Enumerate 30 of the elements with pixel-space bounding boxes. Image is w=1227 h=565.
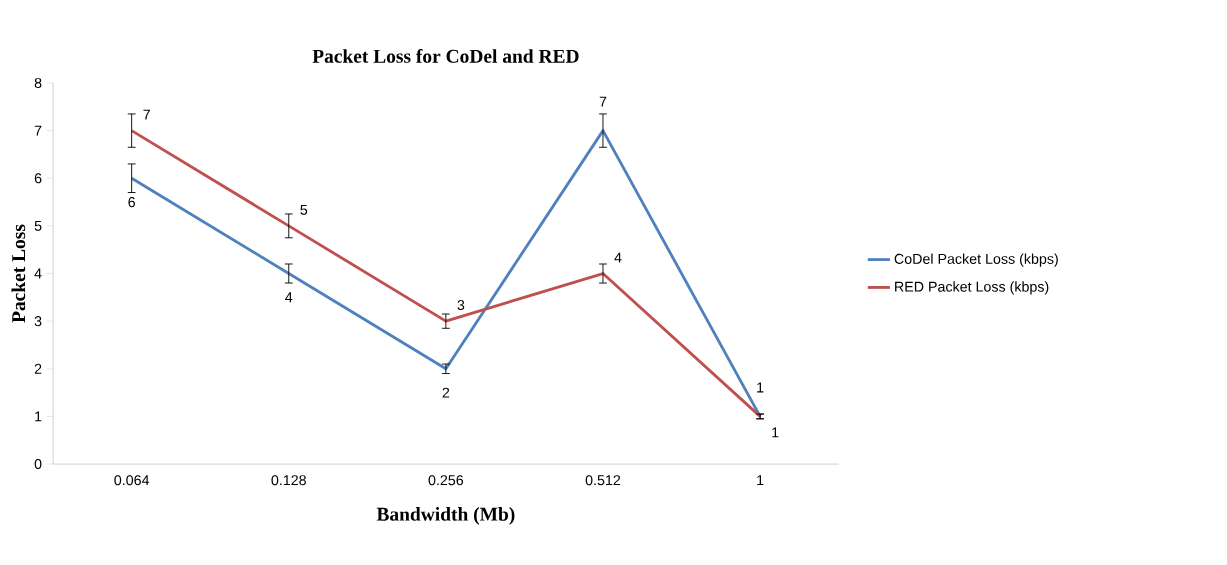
- y-tick-label: 3: [34, 316, 42, 327]
- legend-label: RED Packet Loss (kbps): [895, 281, 1049, 295]
- data-label: 2: [442, 387, 450, 398]
- legend-label: CoDel Packet Loss (kbps): [894, 253, 1058, 267]
- y-tick-label: 4: [34, 268, 42, 279]
- y-tick-label: 2: [34, 363, 42, 374]
- x-tick-label: 0.128: [271, 475, 306, 486]
- data-label: 7: [599, 96, 607, 107]
- y-tick-label: 0: [34, 458, 42, 470]
- x-tick-label: 0.064: [114, 475, 150, 486]
- y-tick-label: 7: [34, 125, 42, 136]
- x-axis-title: Bandwidth (Mb): [376, 507, 515, 525]
- line-series: [130, 129, 762, 418]
- x-tick-label: 0.512: [585, 475, 621, 486]
- data-label: 1: [757, 382, 764, 393]
- y-tick-label: 5: [34, 220, 42, 231]
- x-tick-label: 1: [757, 475, 764, 485]
- data-label: 5: [300, 204, 308, 215]
- y-axis-title: Packet Loss: [11, 224, 26, 323]
- y-tick-label: 1: [35, 411, 42, 422]
- data-label: 1: [772, 427, 779, 438]
- x-tick-label: 0.256: [428, 475, 464, 486]
- data-label: 4: [614, 252, 622, 263]
- data-label: 4: [285, 292, 293, 303]
- data-label: 6: [128, 197, 135, 208]
- data-label: 7: [143, 109, 150, 120]
- data-label: 3: [457, 299, 465, 311]
- y-tick-label: 6: [34, 173, 42, 184]
- y-tick-label: 8: [34, 77, 42, 88]
- chart-title: Packet Loss for CoDel and RED: [312, 48, 579, 63]
